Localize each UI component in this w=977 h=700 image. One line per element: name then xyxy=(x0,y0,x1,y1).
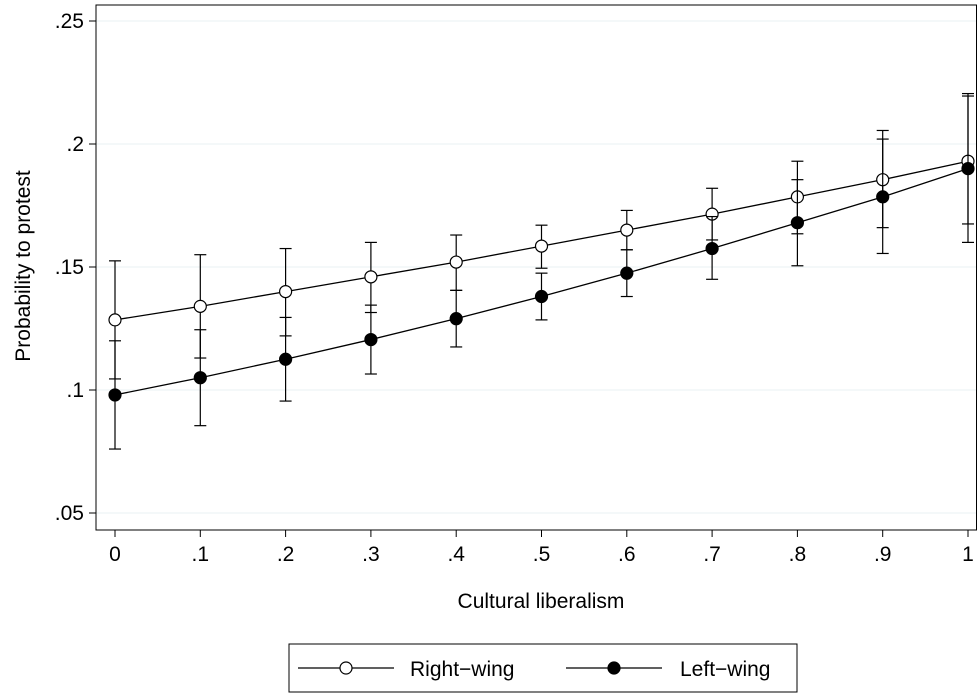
y-tick-label: .15 xyxy=(55,256,84,279)
x-tick-label: .9 xyxy=(874,543,892,566)
x-tick-label: .8 xyxy=(789,543,807,566)
data-point xyxy=(108,313,122,327)
x-tick-label: 0 xyxy=(109,543,121,566)
data-point xyxy=(876,190,890,204)
data-point xyxy=(279,352,293,366)
data-point xyxy=(193,371,207,385)
y-tick-label: .05 xyxy=(55,502,84,525)
legend: Right−wing Left−wing xyxy=(288,643,798,693)
data-point xyxy=(449,312,463,326)
legend-marker-left-wing xyxy=(607,661,621,675)
x-tick-label: .4 xyxy=(447,543,465,566)
data-point xyxy=(790,216,805,230)
x-tick-label: .6 xyxy=(618,543,636,566)
x-tick-label: .5 xyxy=(533,543,551,566)
data-point xyxy=(364,270,378,284)
x-tick-label: .3 xyxy=(362,543,380,566)
y-tick-label: .2 xyxy=(66,133,84,156)
data-point xyxy=(193,299,207,313)
y-tick-label: .1 xyxy=(66,379,84,402)
x-tick-label: .2 xyxy=(277,543,295,566)
x-tick-label: .7 xyxy=(703,543,721,566)
y-axis-label: Probability to protest xyxy=(12,170,35,362)
data-point xyxy=(620,266,634,280)
data-point xyxy=(620,223,634,237)
y-tick-label: .25 xyxy=(55,10,84,33)
data-point xyxy=(279,285,293,299)
x-tick-label: .1 xyxy=(192,543,210,566)
series-group xyxy=(108,92,975,450)
data-point xyxy=(534,239,549,253)
legend-label-left-wing: Left−wing xyxy=(680,658,770,681)
data-point xyxy=(449,255,463,269)
data-point xyxy=(364,332,378,347)
axes: .05 .1 .15 .2 .25 0 .1 .2 .3 .4 .5 .6 .7 .8 .9 1 xyxy=(55,4,977,566)
legend-label-right-wing: Right−wing xyxy=(410,658,514,681)
data-point xyxy=(108,388,122,402)
x-tick-label: 1 xyxy=(962,543,974,566)
grid-lines xyxy=(96,20,977,514)
data-point xyxy=(961,162,975,176)
data-point xyxy=(534,289,549,304)
data-point xyxy=(705,241,719,256)
x-axis-label: Cultural liberalism xyxy=(458,590,625,613)
legend-marker-right-wing xyxy=(339,661,353,675)
series-left-wing xyxy=(108,95,975,450)
